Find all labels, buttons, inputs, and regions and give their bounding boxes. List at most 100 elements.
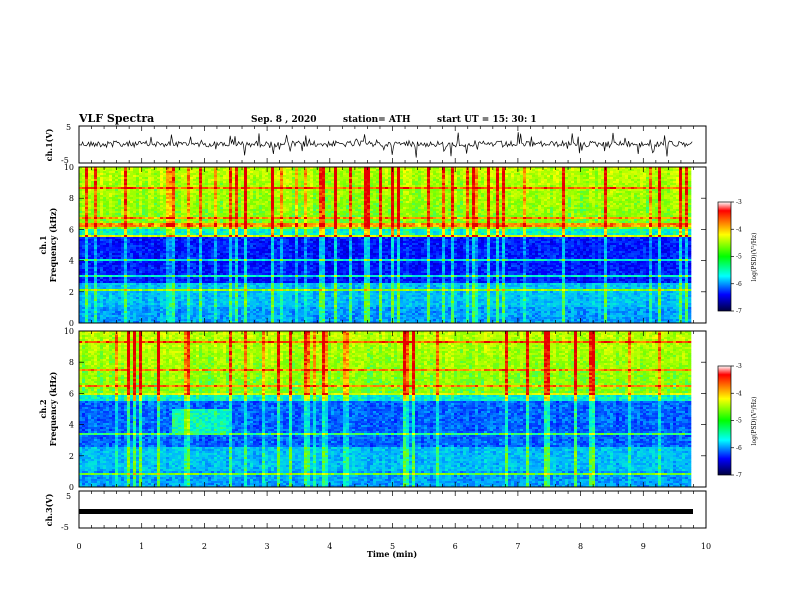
spectrogram-cell bbox=[601, 173, 604, 175]
spectrogram-cell bbox=[307, 175, 310, 177]
spectrogram-cell bbox=[334, 179, 337, 181]
spectrogram-cell bbox=[397, 169, 400, 171]
spectrogram-cell bbox=[325, 175, 328, 177]
spectrogram-cell bbox=[367, 175, 370, 177]
ch1-ytick-top: 5 bbox=[66, 123, 71, 132]
spectrogram-cell bbox=[496, 175, 499, 177]
spectrogram-cell bbox=[142, 179, 145, 181]
spectrogram-cell bbox=[160, 171, 163, 173]
spectrogram-cell bbox=[238, 173, 241, 175]
spectrogram-cell bbox=[646, 169, 649, 171]
spectrogram-cell bbox=[88, 179, 91, 181]
spectrogram-cell bbox=[337, 169, 340, 171]
spectrogram-cell bbox=[115, 173, 118, 175]
spectrogram-cell bbox=[424, 169, 427, 171]
spectrogram-cell bbox=[655, 173, 658, 175]
spectrogram-cell bbox=[184, 171, 187, 173]
spectrogram-cell bbox=[235, 177, 238, 179]
spectrogram-cell bbox=[166, 179, 169, 181]
spectrogram-cell bbox=[439, 171, 442, 173]
spectrogram-cell bbox=[265, 173, 268, 175]
spectrogram-cell bbox=[259, 169, 262, 171]
spectrogram-cell bbox=[637, 173, 640, 175]
spectrogram-cell bbox=[256, 173, 259, 175]
spectrogram-cell bbox=[544, 173, 547, 175]
spectrogram-cell bbox=[640, 169, 643, 171]
spectrogram-cell bbox=[337, 175, 340, 177]
spectrogram-cell bbox=[262, 179, 265, 181]
spectrogram-cell bbox=[523, 173, 526, 175]
spectrogram-cell bbox=[205, 169, 208, 171]
spectrogram-cell bbox=[568, 175, 571, 177]
spectrogram-cell bbox=[214, 173, 217, 175]
spectrogram-cell bbox=[466, 173, 469, 175]
spectrogram-cell bbox=[466, 177, 469, 179]
spectrogram-cell bbox=[673, 169, 676, 171]
spectrogram-cell bbox=[358, 169, 361, 171]
spectrogram-cell bbox=[574, 179, 577, 181]
spectrogram-cell bbox=[136, 173, 139, 175]
spectrogram-cell bbox=[355, 179, 358, 181]
spectrogram-cell bbox=[202, 181, 205, 183]
spectrogram-cell bbox=[505, 177, 508, 179]
spectrogram-cell bbox=[172, 175, 175, 177]
spectrogram-cell bbox=[325, 169, 328, 171]
spectrogram-cell bbox=[307, 179, 310, 181]
spectrogram-cell bbox=[94, 175, 97, 177]
spectrogram-cell bbox=[292, 173, 295, 175]
spectrogram-cell bbox=[445, 173, 448, 175]
spectrogram-cell bbox=[436, 175, 439, 177]
spectrogram-cell bbox=[136, 179, 139, 181]
spectrogram-cell bbox=[448, 177, 451, 179]
spectrogram-cell bbox=[232, 173, 235, 175]
spectrogram-cell bbox=[556, 169, 559, 171]
spectrogram-cell bbox=[196, 171, 199, 173]
spectrogram-cell bbox=[685, 173, 688, 175]
spectrogram-cell bbox=[139, 177, 142, 179]
spectrogram-cell bbox=[454, 175, 457, 177]
spectrogram-cell bbox=[193, 179, 196, 181]
spectrogram-cell bbox=[679, 173, 682, 175]
spectrogram-cell bbox=[178, 171, 181, 173]
spectrogram-cell bbox=[190, 173, 193, 175]
spectrogram-cell bbox=[517, 175, 520, 177]
spectrogram-cell bbox=[418, 175, 421, 177]
spectrogram-cell bbox=[85, 175, 88, 177]
spectrogram-cell bbox=[421, 173, 424, 175]
spectrogram-cell bbox=[124, 179, 127, 181]
spectrogram-cell bbox=[628, 177, 631, 179]
spectrogram-cell bbox=[646, 175, 649, 177]
spectrogram-cell bbox=[481, 177, 484, 179]
spectrogram-cell bbox=[472, 169, 475, 171]
spectrogram-cell bbox=[625, 173, 628, 175]
spectrogram-cell bbox=[274, 171, 277, 173]
spectrogram-cell bbox=[103, 181, 106, 183]
spectrogram-cell bbox=[199, 177, 202, 179]
spectrogram-cell bbox=[130, 181, 133, 183]
spectrogram-cell bbox=[169, 179, 172, 181]
spectrogram-cell bbox=[100, 177, 103, 179]
spectrogram-cell bbox=[451, 175, 454, 177]
spectrogram-cell bbox=[622, 177, 625, 179]
spectrogram-cell bbox=[442, 177, 445, 179]
spectrogram-cell bbox=[415, 171, 418, 173]
spectrogram-cell bbox=[220, 175, 223, 177]
spectrogram-cell bbox=[427, 177, 430, 179]
spectrogram-cell bbox=[187, 181, 190, 183]
spectrogram-cell bbox=[508, 179, 511, 181]
spectrogram-cell bbox=[349, 173, 352, 175]
spectrogram-cell bbox=[202, 171, 205, 173]
spectrogram-cell bbox=[484, 173, 487, 175]
spectrogram-cell bbox=[205, 177, 208, 179]
spectrogram-cell bbox=[91, 175, 94, 177]
spectrogram-cell bbox=[346, 171, 349, 173]
spectrogram-cell bbox=[496, 171, 499, 173]
spectrogram-cell bbox=[631, 177, 634, 179]
spectrogram-cell bbox=[313, 171, 316, 173]
spectrogram-cell bbox=[652, 179, 655, 181]
spectrogram-cell bbox=[157, 179, 160, 181]
spectrogram-cell bbox=[415, 179, 418, 181]
spectrogram-cell bbox=[304, 177, 307, 179]
spectrogram-cell bbox=[652, 169, 655, 171]
spectrogram-cell bbox=[160, 179, 163, 181]
